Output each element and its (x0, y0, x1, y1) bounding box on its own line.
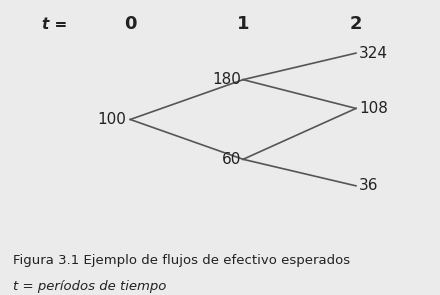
Text: 1: 1 (237, 15, 249, 33)
Text: 108: 108 (359, 101, 388, 116)
Text: Figura 3.1 Ejemplo de flujos de efectivo esperados: Figura 3.1 Ejemplo de flujos de efectivo… (13, 254, 350, 267)
Text: 2: 2 (350, 15, 362, 33)
Text: 60: 60 (222, 152, 241, 167)
Text: 180: 180 (212, 72, 241, 87)
Text: t =: t = (43, 17, 68, 32)
Text: 100: 100 (97, 112, 126, 127)
Text: t = períodos de tiempo: t = períodos de tiempo (13, 280, 167, 293)
Text: 0: 0 (124, 15, 136, 33)
Text: 324: 324 (359, 46, 389, 60)
Text: 36: 36 (359, 178, 379, 193)
